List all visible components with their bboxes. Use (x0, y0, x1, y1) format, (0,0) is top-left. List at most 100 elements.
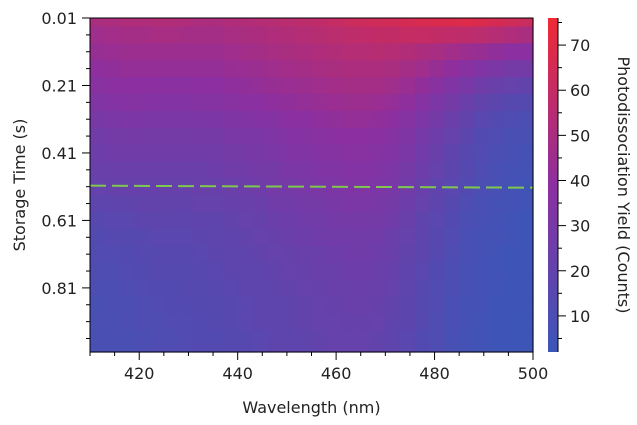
heatmap-cell (119, 245, 135, 264)
heatmap-cell (208, 60, 224, 78)
heatmap-cell (149, 18, 165, 28)
heatmap-cell (503, 110, 519, 129)
heatmap-cell (104, 60, 121, 78)
x-tick-label: 500 (518, 364, 549, 383)
heatmap-cell (341, 144, 357, 162)
heatmap-cell (459, 245, 475, 264)
heatmap-cell (134, 279, 150, 297)
heatmap-cell (341, 18, 357, 28)
heatmap-cell (267, 26, 283, 44)
heatmap-cell (237, 279, 254, 297)
heatmap-cell (134, 43, 150, 61)
heatmap-cell (134, 77, 150, 95)
heatmap-cell (414, 262, 431, 281)
heatmap-cell (400, 93, 416, 112)
heatmap-cell (473, 144, 490, 162)
heatmap-cell (385, 43, 401, 61)
heatmap-cell (119, 144, 135, 162)
heatmap-cell (414, 211, 431, 230)
heatmap-cell (503, 93, 519, 112)
heatmap-cell (355, 330, 372, 353)
heatmap-cell (267, 228, 283, 247)
heatmap-cell (222, 77, 239, 95)
heatmap-cell (400, 211, 416, 230)
heatmap-cell (385, 110, 401, 129)
heatmap-cell (414, 110, 431, 129)
heatmap-cell (178, 228, 194, 247)
heatmap-cell (311, 245, 327, 264)
heatmap-cell (193, 245, 209, 264)
heatmap-cell (355, 313, 372, 331)
heatmap-cell (488, 296, 505, 314)
heatmap-cell (326, 43, 342, 61)
heatmap-cell (296, 26, 313, 44)
x-axis-ticks: 420 440 460 480 500 (89, 352, 549, 383)
heatmap-cell (149, 161, 165, 179)
heatmap-cell (134, 93, 150, 112)
heatmap-cell (222, 296, 239, 314)
heatmap-cell (355, 262, 372, 281)
heatmap-cell (400, 18, 416, 28)
heatmap-cell (341, 195, 357, 213)
heatmap-cell (134, 178, 150, 196)
heatmap-cell (385, 262, 401, 281)
heatmap-cell (252, 77, 268, 95)
heatmap-cell (149, 60, 165, 78)
heatmap-cell (518, 43, 534, 61)
heatmap-cell (104, 18, 121, 28)
heatmap-cell (208, 161, 224, 179)
heatmap-cell (355, 296, 372, 314)
heatmap-cell (370, 77, 386, 95)
heatmap-cell (119, 279, 135, 297)
heatmap-cell (473, 18, 490, 28)
heatmap-cell (370, 296, 386, 314)
heatmap-cell (163, 228, 180, 247)
heatmap-cell (473, 279, 490, 297)
heatmap-cell (134, 262, 150, 281)
heatmap-cell (518, 161, 534, 179)
heatmap-cell (429, 26, 445, 44)
heatmap-cell (326, 77, 342, 95)
heatmap-cell (90, 43, 106, 61)
heatmap-cell (518, 93, 534, 112)
heatmap-cell (503, 313, 519, 331)
heatmap-cell (104, 313, 121, 331)
heatmap-cell (222, 127, 239, 146)
heatmap-cell (311, 77, 327, 95)
heatmap-cell (208, 279, 224, 297)
heatmap-cell (281, 60, 298, 78)
heatmap-cell (296, 18, 313, 28)
heatmap-cell (488, 77, 505, 95)
heatmap-cell (208, 26, 224, 44)
heatmap-cell (414, 26, 431, 44)
heatmap-cell (90, 18, 106, 28)
heatmap-cell (252, 228, 268, 247)
heatmap-cell (444, 279, 460, 297)
heatmap-cell (296, 262, 313, 281)
heatmap-cell (90, 93, 106, 112)
heatmap-cell (444, 144, 460, 162)
heatmap-cell (237, 93, 254, 112)
x-tick-label: 460 (321, 364, 352, 383)
x-tick-label: 420 (124, 364, 155, 383)
heatmap-cell (385, 26, 401, 44)
heatmap-cell (518, 178, 534, 196)
heatmap-cell (444, 161, 460, 179)
heatmap-cell (252, 195, 268, 213)
heatmap-cell (281, 110, 298, 129)
heatmap-cell (134, 144, 150, 162)
heatmap-cell (385, 313, 401, 331)
heatmap-cell (429, 279, 445, 297)
heatmap-cell (149, 93, 165, 112)
heatmap-cell (178, 279, 194, 297)
heatmap-cell (163, 161, 180, 179)
heatmap-cell (429, 77, 445, 95)
heatmap-cell (326, 161, 342, 179)
heatmap-cell (237, 313, 254, 331)
heatmap-cell (208, 195, 224, 213)
heatmap-cell (281, 144, 298, 162)
heatmap-cell (429, 313, 445, 331)
heatmap-cell (178, 262, 194, 281)
heatmap-cell (193, 60, 209, 78)
heatmap-cell (518, 26, 534, 44)
